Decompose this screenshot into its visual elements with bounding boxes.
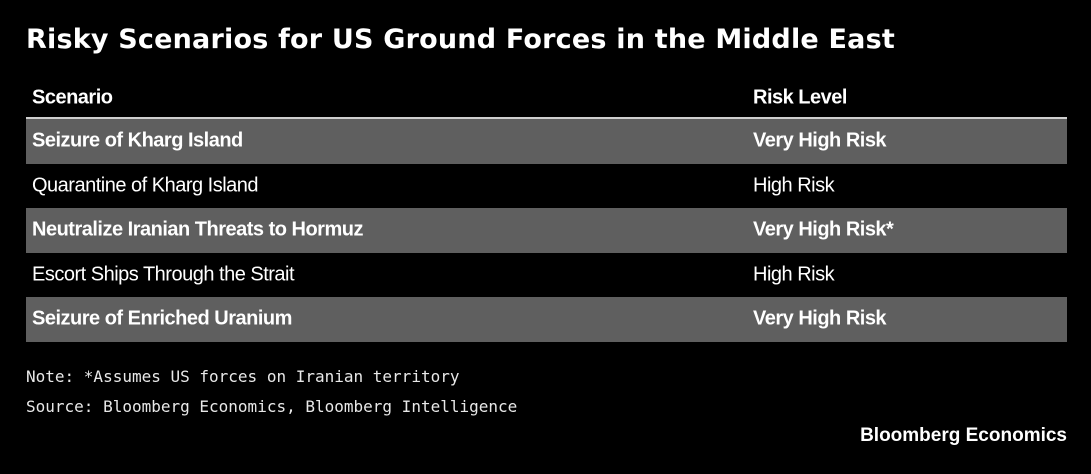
brand-logo-text: Bloomberg Economics: [860, 425, 1067, 446]
risk-table: Scenario Risk Level Seizure of Kharg Isl…: [26, 78, 1067, 342]
note-text: Note: *Assumes US forces on Iranian terr…: [26, 367, 460, 386]
risk-level-cell: Very High Risk: [753, 129, 887, 152]
table-row: Seizure of Kharg Island Very High Risk: [26, 119, 1067, 164]
risk-level-cell: High Risk: [753, 174, 835, 197]
source-text: Source: Bloomberg Economics, Bloomberg I…: [26, 397, 518, 416]
column-header-scenario: Scenario: [32, 86, 113, 108]
scenario-cell: Seizure of Kharg Island: [32, 129, 243, 152]
risk-level-cell: Very High Risk: [753, 307, 887, 330]
risk-level-cell: Very High Risk*: [753, 218, 894, 241]
column-header-risk-level: Risk Level: [753, 86, 847, 108]
table-row: Quarantine of Kharg Island High Risk: [26, 163, 1067, 208]
table-row: Neutralize Iranian Threats to Hormuz Ver…: [26, 208, 1067, 253]
scenario-cell: Seizure of Enriched Uranium: [32, 307, 292, 330]
scenario-cell: Quarantine of Kharg Island: [32, 174, 259, 197]
footnotes: Note: *Assumes US forces on Iranian terr…: [26, 362, 517, 422]
table-row: Escort Ships Through the Strait High Ris…: [26, 252, 1067, 297]
chart-title: Risky Scenarios for US Ground Forces in …: [26, 24, 895, 55]
scenario-cell: Escort Ships Through the Strait: [32, 263, 295, 286]
scenario-cell: Neutralize Iranian Threats to Hormuz: [32, 218, 363, 241]
risk-level-cell: High Risk: [753, 263, 835, 286]
table-header: Scenario Risk Level: [26, 78, 1067, 119]
table-row: Seizure of Enriched Uranium Very High Ri…: [26, 297, 1067, 342]
